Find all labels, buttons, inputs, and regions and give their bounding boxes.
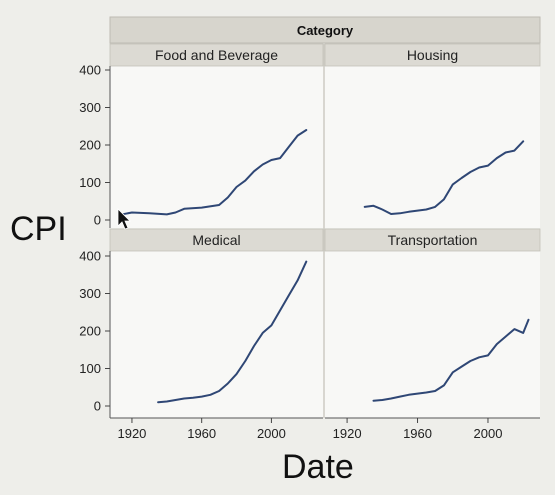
x-tick-label: 1920 [333, 426, 362, 441]
panel-background [325, 66, 540, 228]
y-tick-label: 300 [79, 100, 101, 115]
panel-label: Housing [407, 47, 458, 63]
y-axis-title: CPI [10, 210, 67, 248]
panel-food-and-beverage: Food and Beverage [110, 44, 323, 228]
y-tick-label: 400 [79, 63, 101, 78]
y-tick-label: 0 [94, 213, 101, 228]
x-tick-label: 1960 [187, 426, 216, 441]
y-tick-label: 200 [79, 138, 101, 153]
x-tick-label: 1960 [403, 426, 432, 441]
y-tick-label: 100 [79, 175, 101, 190]
y-tick-label: 100 [79, 361, 101, 376]
group-title: Category [297, 23, 354, 38]
x-axis-title: Date [282, 448, 354, 486]
y-tick-label: 300 [79, 286, 101, 301]
panel-label: Food and Beverage [155, 47, 278, 63]
panel-housing: Housing [325, 44, 540, 228]
x-tick-label: 1920 [117, 426, 146, 441]
facet-panels: Food and Beverage Housing Medical Transport… [110, 44, 540, 418]
panel-label: Transportation [388, 232, 478, 248]
panel-medical: Medical [110, 229, 323, 418]
y-tick-label: 200 [79, 324, 101, 339]
panel-background [110, 66, 323, 228]
panel-label: Medical [192, 232, 240, 248]
x-tick-label: 2000 [257, 426, 286, 441]
y-tick-label: 0 [94, 399, 101, 414]
panel-transportation: Transportation [325, 229, 540, 418]
x-tick-label: 2000 [474, 426, 503, 441]
y-tick-label: 400 [79, 249, 101, 264]
